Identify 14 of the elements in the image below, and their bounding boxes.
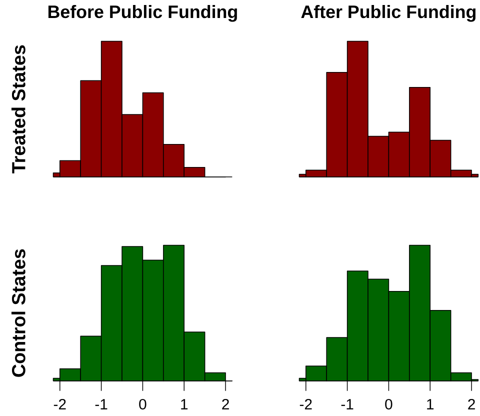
x-tick-label: -2: [54, 398, 66, 410]
x-tick-label: -1: [341, 399, 354, 410]
x-tick-label: -1: [95, 399, 108, 410]
x-tick-label: 1: [427, 399, 434, 410]
y-axis-title: Treated States: [11, 45, 26, 174]
x-tick-label: 1: [181, 399, 188, 410]
x-tick-label: 2: [468, 398, 475, 410]
x-tick-label: 0: [139, 398, 146, 410]
x-tick-label: -2: [300, 398, 312, 410]
x-tick-label: 0: [385, 398, 392, 410]
chart-title: Before Public Funding: [48, 4, 237, 22]
x-tick-label: 2: [222, 398, 229, 410]
y-axis-title: Control States: [11, 249, 26, 377]
chart-title: After Public Funding: [301, 4, 476, 22]
